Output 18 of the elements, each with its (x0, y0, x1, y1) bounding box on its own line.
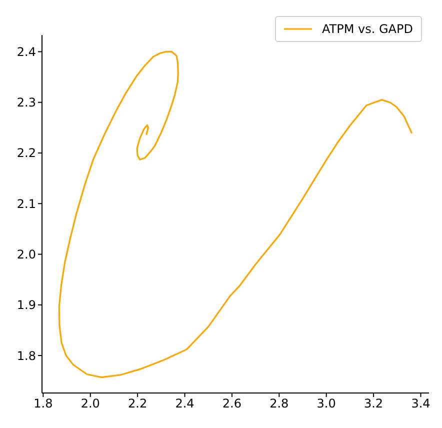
x-tick-label: 2.6 (222, 396, 242, 411)
x-tick-label: 2.4 (175, 396, 194, 411)
y-tick-label: 2.2 (16, 146, 36, 160)
x-tick-label: 3.0 (316, 396, 336, 411)
y-tick-label: 2.4 (16, 44, 36, 59)
y-tick-label: 2.3 (16, 96, 36, 110)
x-tick-label: 3.4 (411, 396, 430, 411)
x-tick-label: 3.2 (364, 396, 384, 411)
legend-label: ATPM vs. GAPD (322, 22, 413, 36)
line-series (58, 50, 412, 378)
y-tick-label: 1.9 (16, 298, 36, 312)
x-tick-label: 2.2 (128, 396, 148, 411)
y-tick-label: 2.1 (16, 196, 36, 211)
x-tick-label: 2.0 (80, 396, 100, 411)
y-tick-label: 1.8 (16, 348, 36, 363)
y-tick-label: 2.0 (16, 248, 36, 262)
x-tick-label: 1.8 (34, 396, 53, 411)
x-tick-label: 2.8 (270, 396, 289, 411)
